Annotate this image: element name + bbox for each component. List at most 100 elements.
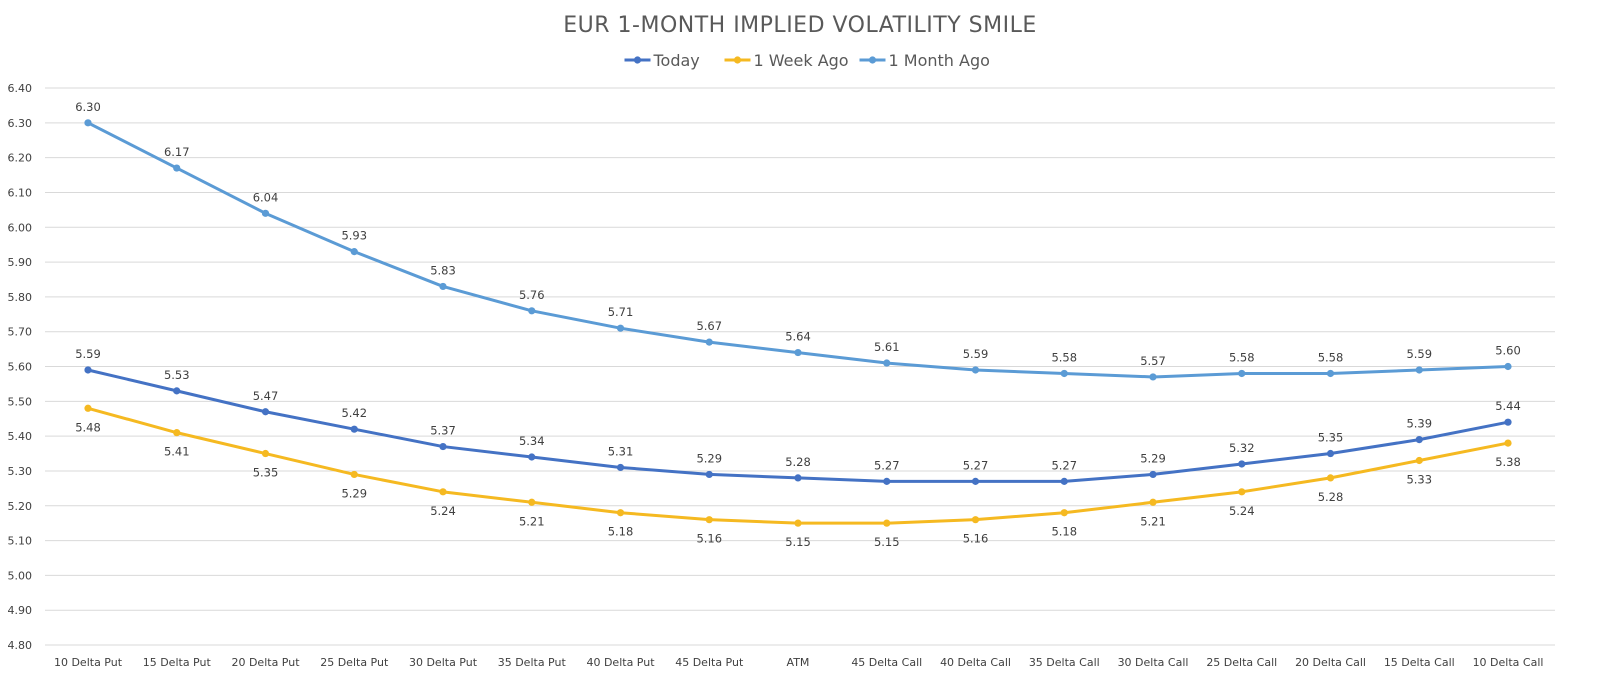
data-point-today (1149, 470, 1157, 479)
data-point-today (439, 442, 447, 451)
y-gridlines (45, 87, 1555, 646)
data-label-1-month-ago: 5.67 (696, 319, 722, 333)
x-tick-label: 25 Delta Put (320, 656, 389, 669)
data-point-today (705, 470, 713, 479)
y-tick-label: 5.30 (8, 465, 33, 478)
data-point-1-week-ago (261, 449, 270, 458)
data-label-today: 5.32 (1229, 441, 1255, 455)
data-label-1-week-ago: 5.16 (696, 532, 722, 546)
y-tick-label: 5.80 (8, 291, 33, 304)
data-point-1-month-ago (261, 209, 270, 217)
data-label-today: 5.27 (963, 458, 989, 472)
x-tick-label: 30 Delta Call (1118, 656, 1189, 669)
series-layer (84, 119, 1512, 527)
y-tick-label: 6.00 (8, 221, 33, 234)
data-label-1-week-ago: 5.18 (1051, 525, 1077, 539)
data-label-today: 5.42 (341, 406, 367, 420)
data-point-1-week-ago (1060, 509, 1068, 517)
x-tick-label: 15 Delta Put (143, 656, 212, 669)
data-point-1-month-ago (84, 119, 92, 127)
data-point-1-week-ago (350, 470, 358, 479)
data-point-1-month-ago (971, 366, 980, 374)
data-label-1-week-ago: 5.24 (1229, 504, 1255, 518)
data-label-1-month-ago: 5.60 (1495, 344, 1521, 358)
x-tick-label: 40 Delta Put (586, 656, 655, 669)
data-point-1-month-ago (173, 164, 181, 172)
y-tick-label: 5.20 (8, 500, 33, 513)
data-point-1-week-ago (1149, 498, 1157, 506)
data-point-today (84, 366, 92, 374)
data-point-1-week-ago (173, 429, 181, 437)
data-point-1-month-ago (528, 307, 536, 315)
data-point-1-week-ago (1415, 456, 1423, 465)
y-tick-label: 5.90 (8, 256, 33, 269)
data-label-1-month-ago: 5.59 (963, 347, 989, 361)
data-label-1-week-ago: 5.16 (963, 532, 989, 546)
data-point-today (261, 408, 270, 416)
data-point-today (794, 474, 802, 482)
data-point-1-month-ago (1238, 369, 1246, 378)
chart-title: EUR 1-MONTH IMPLIED VOLATILITY SMILE (563, 13, 1036, 38)
data-point-1-month-ago (705, 338, 713, 346)
data-point-today (1326, 449, 1335, 458)
data-label-1-month-ago: 5.83 (430, 263, 456, 277)
data-label-1-month-ago: 5.71 (608, 305, 634, 319)
data-label-today: 5.35 (1318, 431, 1344, 445)
legend-item-today: Today (624, 51, 700, 70)
data-label-1-month-ago: 5.59 (1406, 347, 1432, 361)
x-tick-label: 20 Delta Put (231, 656, 300, 669)
data-label-1-month-ago: 6.17 (164, 145, 190, 159)
data-point-1-week-ago (616, 509, 625, 517)
data-label-1-month-ago: 5.58 (1318, 350, 1344, 364)
data-labels-layer: 5.59 5.53 5.47 5.42 5.37 5.34 5.31 5.29 5.28 5.27… (75, 100, 1521, 549)
data-label-1-month-ago: 5.64 (785, 330, 811, 344)
x-tick-label: 20 Delta Call (1295, 656, 1366, 669)
data-label-today: 5.29 (696, 451, 722, 465)
x-tick-label: 25 Delta Call (1206, 656, 1277, 669)
series-1-month-ago (84, 119, 1512, 381)
y-tick-label: 6.10 (8, 186, 33, 199)
y-tick-label: 6.30 (8, 117, 33, 130)
chart-legend: Today 1 Week Ago 1 Month Ago (624, 51, 990, 70)
data-point-1-week-ago (528, 498, 536, 506)
data-point-1-week-ago (705, 516, 713, 524)
y-axis: 4.80 4.90 5.00 5.10 5.20 5.30 5.40 5.50 5.60 5.70… (8, 82, 33, 652)
legend-label: 1 Month Ago (889, 51, 990, 70)
data-point-1-week-ago (883, 519, 891, 527)
data-point-1-month-ago (883, 359, 891, 367)
data-point-1-week-ago (1326, 474, 1335, 482)
data-label-1-month-ago: 5.61 (874, 340, 900, 354)
y-tick-label: 4.80 (8, 639, 33, 652)
data-point-today (1415, 436, 1423, 444)
y-tick-label: 5.50 (8, 395, 33, 408)
x-tick-label: 45 Delta Put (675, 656, 744, 669)
series-1-week-ago (84, 404, 1512, 527)
data-point-1-week-ago (971, 516, 980, 524)
data-label-1-month-ago: 6.04 (253, 190, 279, 204)
x-tick-label: 30 Delta Put (409, 656, 478, 669)
y-tick-label: 5.70 (8, 326, 33, 339)
data-point-today (616, 463, 625, 472)
data-point-1-month-ago (1415, 366, 1423, 374)
x-axis: 10 Delta Put 15 Delta Put 20 Delta Put 25 D… (54, 656, 1543, 669)
x-tick-label: 45 Delta Call (851, 656, 922, 669)
x-tick-label: 35 Delta Call (1029, 656, 1100, 669)
data-label-today: 5.29 (1140, 451, 1166, 465)
data-point-today (971, 477, 980, 485)
y-tick-label: 6.20 (8, 152, 33, 165)
data-point-today (528, 453, 536, 461)
data-label-1-week-ago: 5.15 (874, 535, 900, 549)
data-point-today (350, 425, 358, 433)
x-tick-label: 10 Delta Call (1473, 656, 1544, 669)
data-label-1-month-ago: 5.93 (341, 229, 367, 243)
data-point-1-month-ago (1504, 362, 1512, 371)
data-label-today: 5.39 (1406, 417, 1432, 431)
y-tick-label: 5.40 (8, 430, 33, 443)
data-point-1-month-ago (439, 282, 447, 291)
x-tick-label: 15 Delta Call (1384, 656, 1455, 669)
data-point-today (1238, 460, 1246, 468)
data-label-1-week-ago: 5.38 (1495, 455, 1521, 469)
data-point-1-month-ago (1326, 369, 1335, 378)
data-label-1-month-ago: 6.30 (75, 100, 101, 114)
